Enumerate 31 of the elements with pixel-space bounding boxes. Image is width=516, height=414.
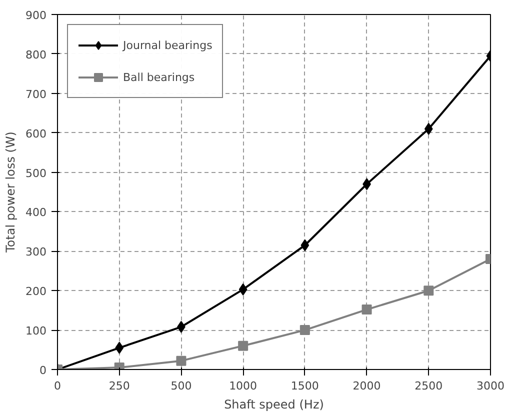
x-tick-label: 2000 bbox=[352, 380, 381, 392]
y-tick-label: 800 bbox=[26, 48, 47, 62]
point bbox=[300, 239, 310, 252]
x-tick-label: 500 bbox=[170, 380, 192, 392]
x-tick-label: 0 bbox=[54, 380, 61, 392]
point bbox=[115, 342, 124, 354]
point bbox=[300, 325, 310, 336]
legend-label: Journal bearings bbox=[123, 38, 212, 52]
x-tick-label: 2500 bbox=[414, 380, 443, 392]
point bbox=[424, 286, 434, 296]
point bbox=[424, 122, 433, 135]
point bbox=[238, 340, 248, 351]
point bbox=[238, 283, 248, 296]
y-tick-label: 0 bbox=[40, 364, 46, 377]
y-tick-label: 700 bbox=[26, 88, 47, 101]
x-tick-label: 1000 bbox=[229, 380, 258, 392]
y-tick-label: 100 bbox=[26, 324, 47, 338]
y-tick-label: 900 bbox=[26, 9, 47, 22]
y-tick-label: 600 bbox=[26, 127, 47, 140]
y-tick-label: 200 bbox=[26, 285, 47, 298]
y-tick-label: 500 bbox=[26, 166, 47, 180]
x-tick-label: 250 bbox=[108, 380, 130, 392]
y-tick-label: 300 bbox=[26, 246, 47, 259]
x-tick-label: 3000 bbox=[476, 380, 505, 392]
legend-label: Ball bearings bbox=[123, 70, 195, 84]
point bbox=[362, 304, 372, 315]
y-tick-label: 400 bbox=[26, 206, 47, 220]
y-axis-title: Total power loss (W) bbox=[4, 132, 18, 254]
point bbox=[176, 356, 186, 366]
x-tick-label: 1500 bbox=[290, 380, 319, 392]
x-axis-title: Shaft speed (Hz) bbox=[224, 398, 324, 412]
